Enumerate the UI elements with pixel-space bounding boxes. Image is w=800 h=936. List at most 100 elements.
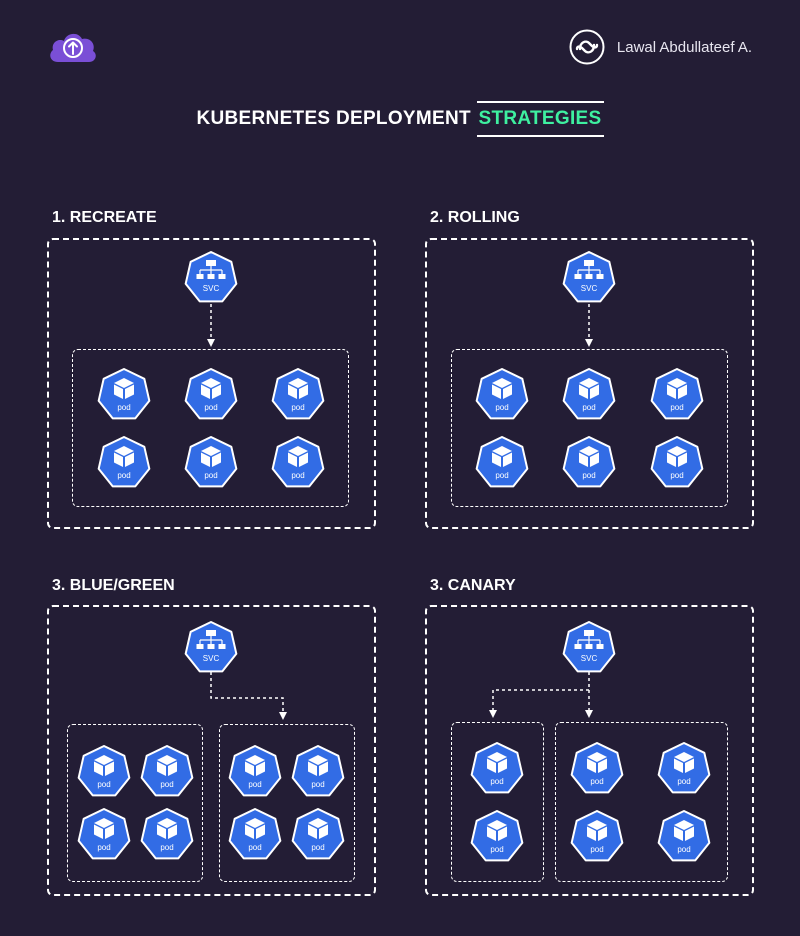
pod-icon (470, 742, 524, 794)
blue-pod-group (67, 724, 203, 882)
pod-label: pod (204, 471, 218, 480)
pod-node: pod (655, 739, 713, 797)
pod-icon (475, 436, 529, 488)
pod-icon (650, 368, 704, 420)
pod-label: pod (495, 471, 509, 480)
pod-icon (475, 368, 529, 420)
pod-icon (271, 368, 325, 420)
pod-icon (271, 436, 325, 488)
service-node: SVC (560, 248, 618, 306)
pod-icon (140, 745, 194, 797)
pod-icon (570, 810, 624, 862)
pod-icon (97, 436, 151, 488)
section-title-recreate: 1. RECREATE (52, 209, 157, 226)
pod-label: pod (248, 780, 262, 789)
pod-icon (97, 368, 151, 420)
pod-node: pod (138, 805, 196, 863)
rolling-pod-group (451, 349, 728, 507)
service-label: SVC (202, 654, 220, 663)
green-pod-group (219, 724, 355, 882)
pod-node: pod (473, 433, 531, 491)
pod-label: pod (311, 843, 325, 852)
service-node: SVC (182, 248, 240, 306)
cloud-upload-icon (50, 33, 96, 62)
service-icon (562, 621, 616, 673)
pod-icon (562, 368, 616, 420)
pod-node: pod (289, 742, 347, 800)
pod-node: pod (289, 805, 347, 863)
pod-label: pod (582, 403, 596, 412)
pod-icon (77, 808, 131, 860)
pod-icon (291, 745, 345, 797)
recreate-pod-group (72, 349, 349, 507)
pod-icon (470, 810, 524, 862)
service-node: SVC (560, 618, 618, 676)
section-title-blue-green: 3. BLUE/GREEN (52, 577, 175, 594)
pod-node: pod (473, 365, 531, 423)
pod-node: pod (560, 365, 618, 423)
pod-icon (228, 745, 282, 797)
pod-icon (657, 742, 711, 794)
pod-label: pod (160, 780, 174, 789)
pod-node: pod (95, 365, 153, 423)
cloud-upload-logo (46, 28, 100, 66)
pod-node: pod (568, 807, 626, 865)
title-highlight: STRATEGIES (476, 101, 604, 137)
blue-green-panel (47, 605, 376, 896)
pod-label: pod (204, 403, 218, 412)
pod-node: pod (655, 807, 713, 865)
pod-node: pod (182, 365, 240, 423)
recreate-panel (47, 238, 376, 529)
pod-label: pod (670, 403, 684, 412)
pod-label: pod (117, 471, 131, 480)
pod-icon (570, 742, 624, 794)
pod-label: pod (291, 403, 305, 412)
pod-label: pod (582, 471, 596, 480)
service-label: SVC (580, 284, 598, 293)
service-label: SVC (202, 284, 220, 293)
pod-label: pod (677, 777, 691, 786)
pod-label: pod (117, 403, 131, 412)
pod-icon (184, 436, 238, 488)
pod-label: pod (677, 845, 691, 854)
pod-node: pod (75, 805, 133, 863)
pod-node: pod (560, 433, 618, 491)
pod-node: pod (648, 433, 706, 491)
pod-icon (184, 368, 238, 420)
pod-icon (77, 745, 131, 797)
section-title-rolling: 2. ROLLING (430, 209, 520, 226)
title-main: KUBERNETES DEPLOYMENT (196, 108, 477, 129)
pod-icon (228, 808, 282, 860)
pod-label: pod (590, 845, 604, 854)
canary-canary-connector (489, 689, 589, 718)
canary-pod-group (451, 722, 544, 882)
stable-pod-group (555, 722, 728, 882)
section-title-canary: 3. CANARY (430, 577, 516, 594)
pod-node: pod (468, 807, 526, 865)
pod-label: pod (670, 471, 684, 480)
pod-node: pod (226, 805, 284, 863)
pod-label: pod (291, 471, 305, 480)
rolling-panel (425, 238, 754, 529)
pod-label: pod (590, 777, 604, 786)
service-label: SVC (580, 654, 598, 663)
refresh-loop-icon (569, 29, 605, 65)
pod-node: pod (568, 739, 626, 797)
page-title: KUBERNETES DEPLOYMENT STRATEGIES (0, 101, 800, 137)
pod-label: pod (97, 843, 111, 852)
blue-green-connector (210, 672, 287, 720)
service-icon (184, 621, 238, 673)
pod-icon (650, 436, 704, 488)
pod-label: pod (495, 403, 509, 412)
pod-node: pod (269, 433, 327, 491)
pod-icon (291, 808, 345, 860)
pod-node: pod (95, 433, 153, 491)
pod-node: pod (75, 742, 133, 800)
pod-node: pod (226, 742, 284, 800)
service-icon (562, 251, 616, 303)
pod-node: pod (468, 739, 526, 797)
pod-label: pod (97, 780, 111, 789)
pod-label: pod (490, 845, 504, 854)
author-badge: Lawal Abdullateef A. (569, 28, 752, 66)
